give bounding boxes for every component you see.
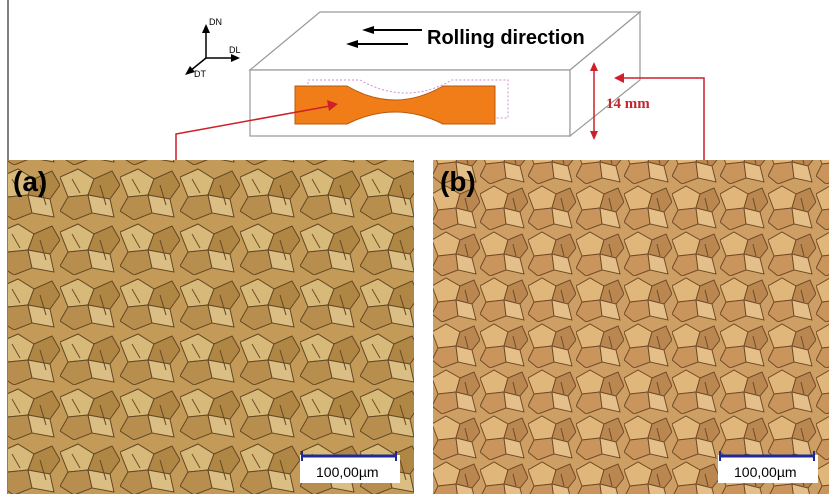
axis-label-dl: DL	[229, 45, 241, 55]
rolling-direction-label: Rolling direction	[427, 27, 585, 49]
specimen-shape	[294, 85, 496, 125]
axis-triad	[185, 24, 240, 75]
axis-label-dn: DN	[209, 17, 222, 27]
axis-label-dt: DT	[194, 69, 206, 79]
pointer-arrow-a	[175, 100, 338, 160]
scale-bar-a	[300, 451, 400, 483]
thickness-dimension	[590, 62, 598, 140]
thickness-label: 14 mm	[606, 96, 650, 112]
panel-label-b: (b)	[440, 166, 476, 197]
panel-label-a: (a)	[13, 166, 48, 197]
rolling-arrows	[346, 26, 422, 48]
scale-bar-label-b: 100,00µm	[734, 464, 797, 480]
scale-bar-b	[718, 451, 818, 483]
micrograph-b	[433, 160, 829, 494]
pointer-arrow-b	[614, 73, 705, 160]
micrograph-a	[8, 160, 414, 494]
scale-bar-label-a: 100,00µm	[316, 464, 379, 480]
